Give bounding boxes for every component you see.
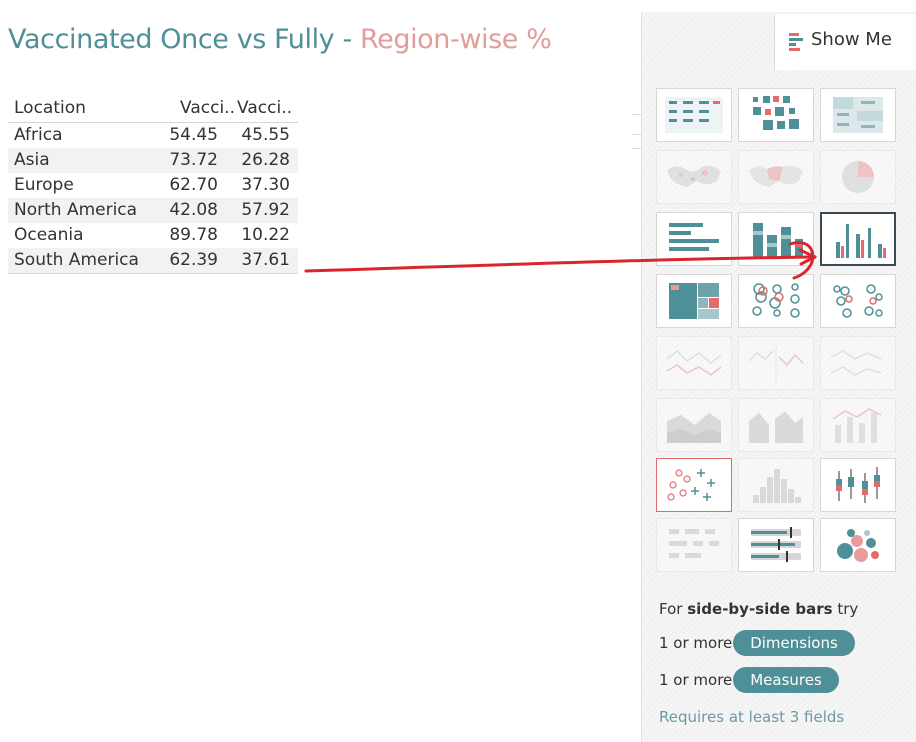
chart-type-dual-combination[interactable] (820, 398, 896, 452)
requires-fields-note: Requires at least 3 fields (659, 708, 845, 726)
data-table: Location Vacci.. Vacci.. Africa 54.45 45… (8, 96, 298, 274)
symbol-map-icon (667, 165, 721, 187)
location-cell: Europe (14, 175, 74, 195)
column-header-vaccinated-fully[interactable]: Vacci.. (237, 98, 292, 118)
chart-type-treemap[interactable] (656, 274, 732, 328)
value-cell: 37.30 (241, 175, 290, 195)
highlight-table-icon (833, 97, 883, 133)
side-by-side-bars-icon (836, 224, 886, 258)
chart-hint: For side-by-side bars try (659, 600, 858, 618)
packed-bubbles-icon (837, 529, 879, 562)
chart-type-discrete-lines[interactable] (738, 336, 814, 390)
measures-pill: Measures (733, 667, 839, 693)
table-row[interactable]: Asia 73.72 26.28 (8, 148, 298, 173)
continuous-lines-icon (666, 349, 722, 376)
dual-combination-icon (832, 408, 882, 443)
value-cell: 42.08 (169, 200, 218, 220)
location-cell: North America (14, 200, 138, 220)
title-separator: - (334, 24, 360, 55)
chart-type-area-continuous[interactable] (656, 398, 732, 452)
chart-hint-suffix: try (832, 600, 859, 618)
chart-type-side-by-side-bars[interactable] (820, 212, 896, 266)
heat-map-icon (753, 96, 799, 130)
chart-type-horizontal-bars[interactable] (656, 212, 732, 266)
location-cell: Asia (14, 150, 50, 170)
table-header: Location Vacci.. Vacci.. (8, 96, 298, 123)
filled-map-icon (749, 165, 803, 187)
column-header-vaccinated-once[interactable]: Vacci.. (180, 98, 235, 118)
chart-type-stacked-bars[interactable] (738, 212, 814, 266)
value-cell: 57.92 (241, 200, 290, 220)
chart-type-histogram[interactable] (738, 458, 814, 512)
chart-type-gantt-chart[interactable] (656, 518, 732, 572)
chart-type-bullet-graph[interactable] (738, 518, 814, 572)
dimensions-requirement-text: 1 or more (659, 634, 733, 652)
show-me-label: Show Me (811, 29, 892, 50)
table-row[interactable]: South America 62.39 37.61 (8, 248, 298, 274)
location-cell: Africa (14, 125, 63, 145)
dimensions-pill: Dimensions (733, 630, 855, 656)
value-cell: 62.70 (169, 175, 218, 195)
box-and-whisker-icon (836, 467, 880, 503)
value-cell: 26.28 (241, 150, 290, 170)
horizontal-bars-icon (669, 223, 719, 251)
table-row[interactable]: North America 42.08 57.92 (8, 198, 298, 223)
chart-type-box-and-whisker[interactable] (820, 458, 896, 512)
chart-type-highlight-table[interactable] (820, 88, 896, 142)
chart-type-side-by-side-circles[interactable] (820, 274, 896, 328)
chart-type-filled-map[interactable] (738, 150, 814, 204)
show-me-icon (789, 33, 803, 51)
value-cell: 73.72 (169, 150, 218, 170)
title-main: Vaccinated Once vs Fully (8, 24, 335, 55)
gantt-chart-icon (669, 529, 719, 558)
bullet-graph-icon (751, 527, 801, 562)
discrete-lines-icon (748, 345, 804, 381)
histogram-icon (753, 469, 801, 503)
value-cell: 37.61 (241, 250, 290, 270)
scatter-plot-icon (667, 469, 715, 501)
stacked-bars-icon (753, 223, 803, 257)
table-row[interactable]: Africa 54.45 45.55 (8, 123, 298, 148)
text-table-icon (665, 97, 723, 133)
value-cell: 89.78 (169, 225, 218, 245)
chart-type-heat-map[interactable] (738, 88, 814, 142)
location-cell: Oceania (14, 225, 84, 245)
location-cell: South America (14, 250, 139, 270)
chart-type-dual-lines[interactable] (820, 336, 896, 390)
chart-hint-type: side-by-side bars (687, 600, 833, 618)
table-row[interactable]: Oceania 89.78 10.22 (8, 223, 298, 248)
chart-type-text-table[interactable] (656, 88, 732, 142)
chart-hint-prefix: For (659, 600, 688, 618)
treemap-icon (669, 283, 719, 319)
chart-type-continuous-lines[interactable] (656, 336, 732, 390)
shelf-edge-trace (632, 100, 642, 160)
pie-chart-icon (842, 161, 874, 193)
chart-type-symbol-map[interactable] (656, 150, 732, 204)
measures-requirement-text: 1 or more (659, 671, 733, 689)
dual-lines-icon (830, 350, 882, 376)
value-cell: 54.45 (169, 125, 218, 145)
chart-type-scatter-plot[interactable] (656, 458, 732, 512)
circle-views-icon (752, 283, 800, 318)
chart-type-area-discrete[interactable] (738, 398, 814, 452)
sheet-title: Vaccinated Once vs Fully - Region-wise % (8, 24, 552, 55)
column-header-location[interactable]: Location (14, 98, 86, 118)
value-cell: 10.22 (241, 225, 290, 245)
value-cell: 45.55 (241, 125, 290, 145)
side-by-side-circles-icon (833, 284, 883, 318)
area-continuous-icon (667, 413, 721, 443)
value-cell: 62.39 (169, 250, 218, 270)
chart-type-circle-views[interactable] (738, 274, 814, 328)
title-subtitle: Region-wise % (359, 24, 552, 55)
table-row[interactable]: Europe 62.70 37.30 (8, 173, 298, 198)
show-me-tab[interactable]: Show Me (774, 14, 916, 70)
area-discrete-icon (749, 411, 803, 443)
chart-type-pie-chart[interactable] (820, 150, 896, 204)
chart-type-packed-bubbles[interactable] (820, 518, 896, 572)
